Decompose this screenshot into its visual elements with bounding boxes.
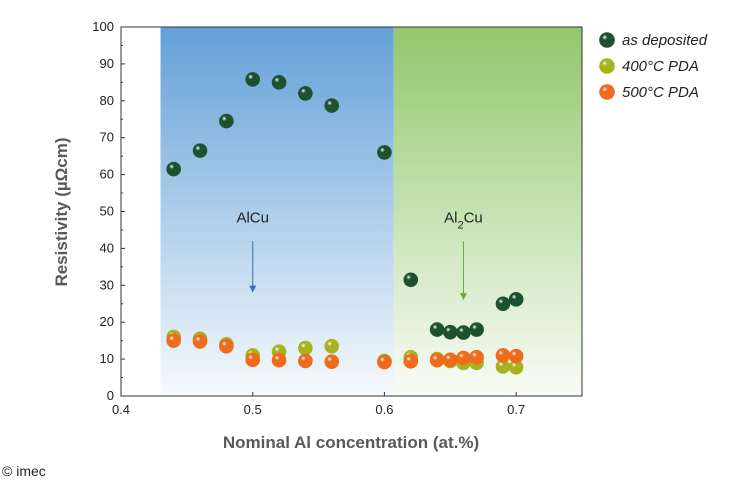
data-point-2 <box>456 350 471 366</box>
data-point-0 <box>442 324 458 340</box>
data-point-0 <box>271 75 287 90</box>
data-point-2 <box>442 352 458 368</box>
data-point-0 <box>456 325 471 340</box>
data-point-0 <box>166 161 181 177</box>
data-point-2 <box>469 349 484 365</box>
copyright-credit: © imec <box>2 463 46 479</box>
axes: 0 10 20 30 40 50 60 70 80 90 100 0.4 0.5 0.6 0.7 <box>92 19 583 417</box>
data-point-2 <box>403 354 419 369</box>
region-1 <box>393 27 582 396</box>
legend: as deposited 400°C PDA 500°C PDA <box>599 32 708 101</box>
data-point-2 <box>429 352 445 368</box>
data-point-0 <box>403 272 419 288</box>
x-axis-label: Nominal Al concentration (at.%) <box>223 433 479 452</box>
data-point-2 <box>324 354 340 369</box>
data-point-0 <box>377 145 392 160</box>
y-tick-label: 60 <box>100 167 114 182</box>
x-tick-label: 0.6 <box>375 402 393 417</box>
data-points <box>166 72 524 375</box>
legend-marker <box>599 84 615 100</box>
data-point-2 <box>495 348 511 363</box>
legend-marker <box>599 32 615 48</box>
data-point-1 <box>298 340 313 356</box>
legend-label: as deposited <box>622 32 708 49</box>
y-tick-label: 20 <box>100 314 114 329</box>
y-tick-label: 30 <box>100 277 114 292</box>
data-point-0 <box>324 98 340 113</box>
legend-label: 400°C PDA <box>622 58 699 75</box>
data-point-2 <box>298 353 313 369</box>
phase-label: Al2Cu <box>444 210 483 232</box>
data-point-0 <box>469 322 484 337</box>
data-point-2 <box>166 333 181 348</box>
data-point-2 <box>219 338 234 354</box>
y-tick-label: 80 <box>100 93 114 108</box>
data-point-2 <box>245 352 261 368</box>
data-point-0 <box>495 296 511 312</box>
data-point-0 <box>298 86 313 101</box>
data-point-0 <box>219 113 234 129</box>
phase-annotations: AlCu Al2Cu <box>236 210 483 301</box>
data-point-0 <box>245 72 261 87</box>
y-tick-label: 100 <box>92 19 114 34</box>
y-tick-label: 40 <box>100 240 114 255</box>
phase-arrow-head <box>459 293 467 301</box>
data-point-2 <box>271 352 287 368</box>
legend-marker <box>599 58 615 74</box>
x-tick-label: 0.5 <box>244 402 262 417</box>
y-tick-label: 90 <box>100 56 114 71</box>
phase-arrow-head <box>249 285 257 293</box>
data-point-1 <box>324 338 340 354</box>
y-tick-label: 0 <box>107 388 114 403</box>
y-tick-label: 10 <box>100 351 114 366</box>
data-point-0 <box>429 322 445 337</box>
phase-label: AlCu <box>236 210 269 227</box>
data-point-2 <box>192 334 208 349</box>
data-point-2 <box>508 348 524 364</box>
legend-label: 500°C PDA <box>622 84 699 101</box>
y-tick-label: 50 <box>100 204 114 219</box>
y-tick-label: 70 <box>100 130 114 145</box>
data-point-0 <box>508 292 524 307</box>
data-point-0 <box>192 143 208 158</box>
y-axis-label: Resistivity (µΩcm) <box>52 137 71 286</box>
x-tick-label: 0.7 <box>507 402 525 417</box>
data-point-2 <box>377 354 392 370</box>
x-tick-label: 0.4 <box>112 402 130 417</box>
